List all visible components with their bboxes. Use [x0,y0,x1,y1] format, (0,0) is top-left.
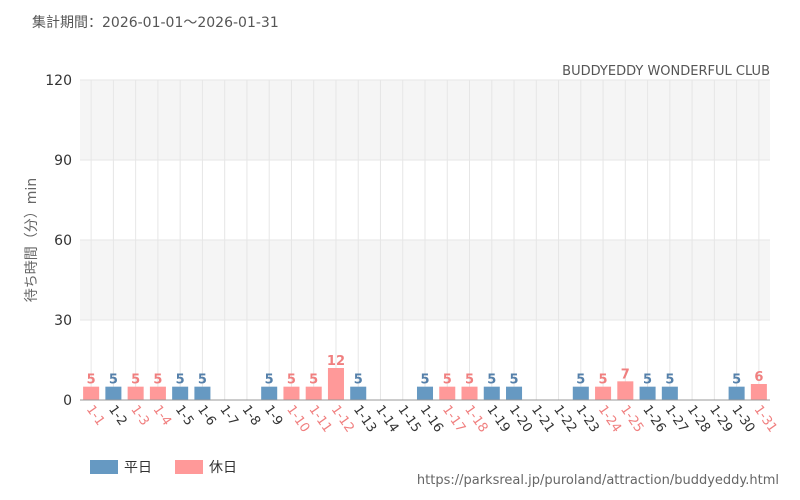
bar-1-10 [283,386,300,400]
bar-1-6 [194,386,211,400]
bar-1-2 [105,386,122,400]
x-tick-label-1-1: 1-1 [83,403,107,429]
value-label-1-2: 5 [109,373,118,388]
y-tick-label: 0 [63,393,72,409]
y-tick-label: 60 [54,233,72,249]
value-label-1-30: 5 [732,373,741,388]
x-tick-labels: 1-11-21-31-41-51-61-71-81-91-101-111-121… [83,403,780,436]
value-label-1-24: 5 [599,373,608,388]
x-tick-label-1-21: 1-21 [528,403,557,436]
bar-1-9 [261,386,278,400]
bar-1-26 [639,386,656,400]
bar-1-19 [483,386,500,400]
x-tick-label-1-27: 1-27 [662,403,691,436]
value-label-1-6: 5 [198,373,207,388]
x-tick-label-1-24: 1-24 [595,403,624,436]
x-tick-label-1-5: 1-5 [172,403,196,429]
bar-1-12 [327,368,344,400]
legend-weekday-label: 平日 [124,460,152,476]
x-tick-label-1-7: 1-7 [216,403,240,429]
value-label-1-12: 12 [327,354,345,369]
bar-1-24 [595,386,612,400]
value-label-1-13: 5 [354,373,363,388]
x-tick-label-1-22: 1-22 [550,403,579,436]
x-tick-label-1-12: 1-12 [328,403,357,436]
bar-1-3 [127,386,144,400]
value-label-1-3: 5 [131,373,140,388]
bar-1-13 [350,386,367,400]
bar-1-11 [305,386,322,400]
source-url: https://parksreal.jp/puroland/attraction… [416,473,779,488]
bar-1-17 [439,386,456,400]
horizontal-gridlines [80,79,770,321]
value-label-1-20: 5 [510,373,519,388]
legend-weekday: 平日 [90,457,152,477]
bar-1-18 [461,386,478,400]
value-label-1-1: 5 [87,373,96,388]
y-tick-labels: 0 30 60 90 120 [45,73,72,409]
bar-1-31 [750,384,767,400]
legend-holiday-label: 休日 [209,460,237,476]
x-tick-label-1-3: 1-3 [127,403,151,429]
y-axis-title: 待ち時間（分）min [24,178,40,302]
x-tick-label-1-11: 1-11 [305,403,334,436]
x-tick-label-1-23: 1-23 [573,403,602,436]
value-label-1-11: 5 [309,373,318,388]
x-tick-label-1-15: 1-15 [394,403,423,436]
x-tick-label-1-10: 1-10 [283,403,312,436]
x-tick-label-1-4: 1-4 [150,403,174,429]
value-label-1-26: 5 [643,373,652,388]
x-tick-label-1-29: 1-29 [706,403,735,436]
x-tick-label-1-30: 1-30 [728,403,757,436]
x-tick-label-1-20: 1-20 [506,403,535,436]
x-tick-label-1-6: 1-6 [194,403,218,429]
x-tick-label-1-8: 1-8 [239,403,263,429]
x-tick-label-1-13: 1-13 [350,403,379,436]
x-tick-label-1-19: 1-19 [483,403,512,436]
bar-1-1 [83,386,100,400]
bar-1-20 [506,386,523,400]
bars [83,368,767,400]
legend-weekday-swatch [90,460,118,474]
bar-1-5 [172,386,189,400]
value-label-1-10: 5 [287,373,296,388]
legend-holiday-swatch [175,460,203,474]
value-label-1-23: 5 [576,373,585,388]
x-tick-label-1-2: 1-2 [105,403,129,429]
x-tick-label-1-28: 1-28 [684,403,713,436]
y-tick-label: 90 [54,153,72,169]
x-tick-label-1-26: 1-26 [639,403,668,436]
value-label-1-4: 5 [153,373,162,388]
bar-1-25 [617,381,634,400]
value-label-1-5: 5 [176,373,185,388]
bar-1-30 [728,386,745,400]
value-label-1-18: 5 [465,373,474,388]
y-tick-label: 30 [54,313,72,329]
bar-1-16 [416,386,434,400]
bar-1-27 [661,386,678,400]
x-tick-label-1-25: 1-25 [617,403,646,436]
bar-1-23 [572,386,589,400]
value-label-1-16: 5 [420,373,429,388]
x-tick-label-1-31: 1-31 [751,403,780,436]
bar-1-4 [149,386,166,400]
x-tick-label-1-9: 1-9 [261,403,285,429]
period-text: 集計期間：2026-01-01～2026-01-31 [32,15,279,31]
value-label-1-19: 5 [487,373,496,388]
value-label-1-9: 5 [265,373,274,388]
x-tick-label-1-14: 1-14 [372,403,401,436]
legend-holiday: 休日 [175,457,237,477]
y-tick-label: 120 [45,73,72,89]
x-tick-label-1-18: 1-18 [461,403,490,436]
chart-title: BUDDYEDDY WONDERFUL CLUB [562,64,770,79]
value-label-1-27: 5 [665,373,674,388]
value-label-1-17: 5 [443,373,452,388]
value-label-1-31: 6 [754,370,763,385]
x-tick-label-1-16: 1-16 [417,403,446,436]
value-label-1-25: 7 [621,367,630,382]
x-tick-label-1-17: 1-17 [439,403,468,436]
